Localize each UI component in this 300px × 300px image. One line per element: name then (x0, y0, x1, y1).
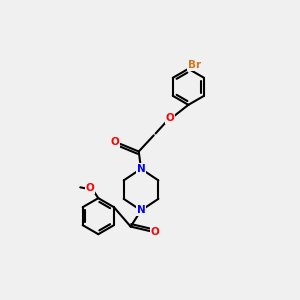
Text: O: O (111, 137, 119, 147)
Text: Br: Br (188, 60, 201, 70)
Text: N: N (137, 206, 146, 215)
Text: O: O (151, 227, 160, 237)
Text: O: O (166, 113, 174, 123)
Text: N: N (137, 164, 146, 174)
Text: O: O (86, 184, 94, 194)
